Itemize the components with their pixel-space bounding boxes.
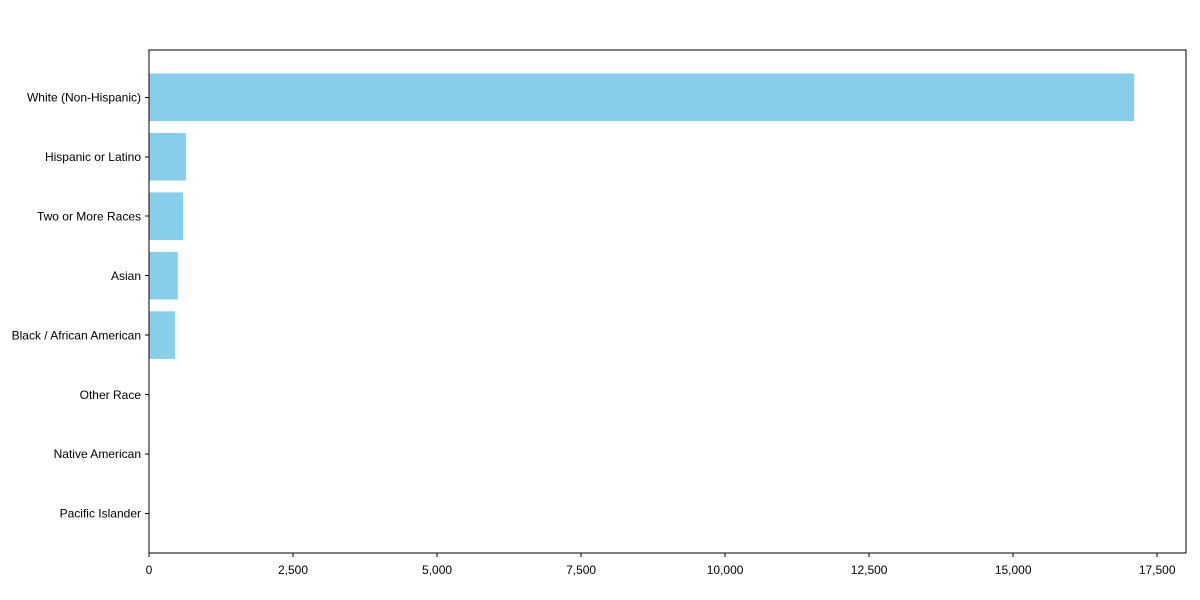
x-tick-label: 5,000 xyxy=(422,563,452,577)
y-tick-label: White (Non-Hispanic) xyxy=(27,91,141,105)
plot-area xyxy=(148,49,1187,554)
bar xyxy=(149,132,186,181)
bar xyxy=(149,192,183,240)
bar xyxy=(149,311,175,359)
x-tick-label: 15,000 xyxy=(995,563,1032,577)
y-tick-label: Black / African American xyxy=(12,328,141,342)
x-tick-label: 10,000 xyxy=(707,563,744,577)
y-tick-label: Native American xyxy=(54,447,141,461)
y-tick-label: Other Race xyxy=(80,388,142,402)
bar xyxy=(149,251,178,300)
x-tick-label: 0 xyxy=(146,563,153,577)
x-tick-label: 12,500 xyxy=(851,563,888,577)
y-tick-label: Hispanic or Latino xyxy=(45,150,141,164)
x-tick-label: 17,500 xyxy=(1139,563,1176,577)
x-tick-label: 2,500 xyxy=(278,563,308,577)
bar xyxy=(149,73,1135,122)
x-tick-label: 7,500 xyxy=(566,563,596,577)
y-tick-label: Two or More Races xyxy=(37,209,141,223)
y-tick-label: Asian xyxy=(111,269,141,283)
y-tick-label: Pacific Islander xyxy=(60,507,141,521)
